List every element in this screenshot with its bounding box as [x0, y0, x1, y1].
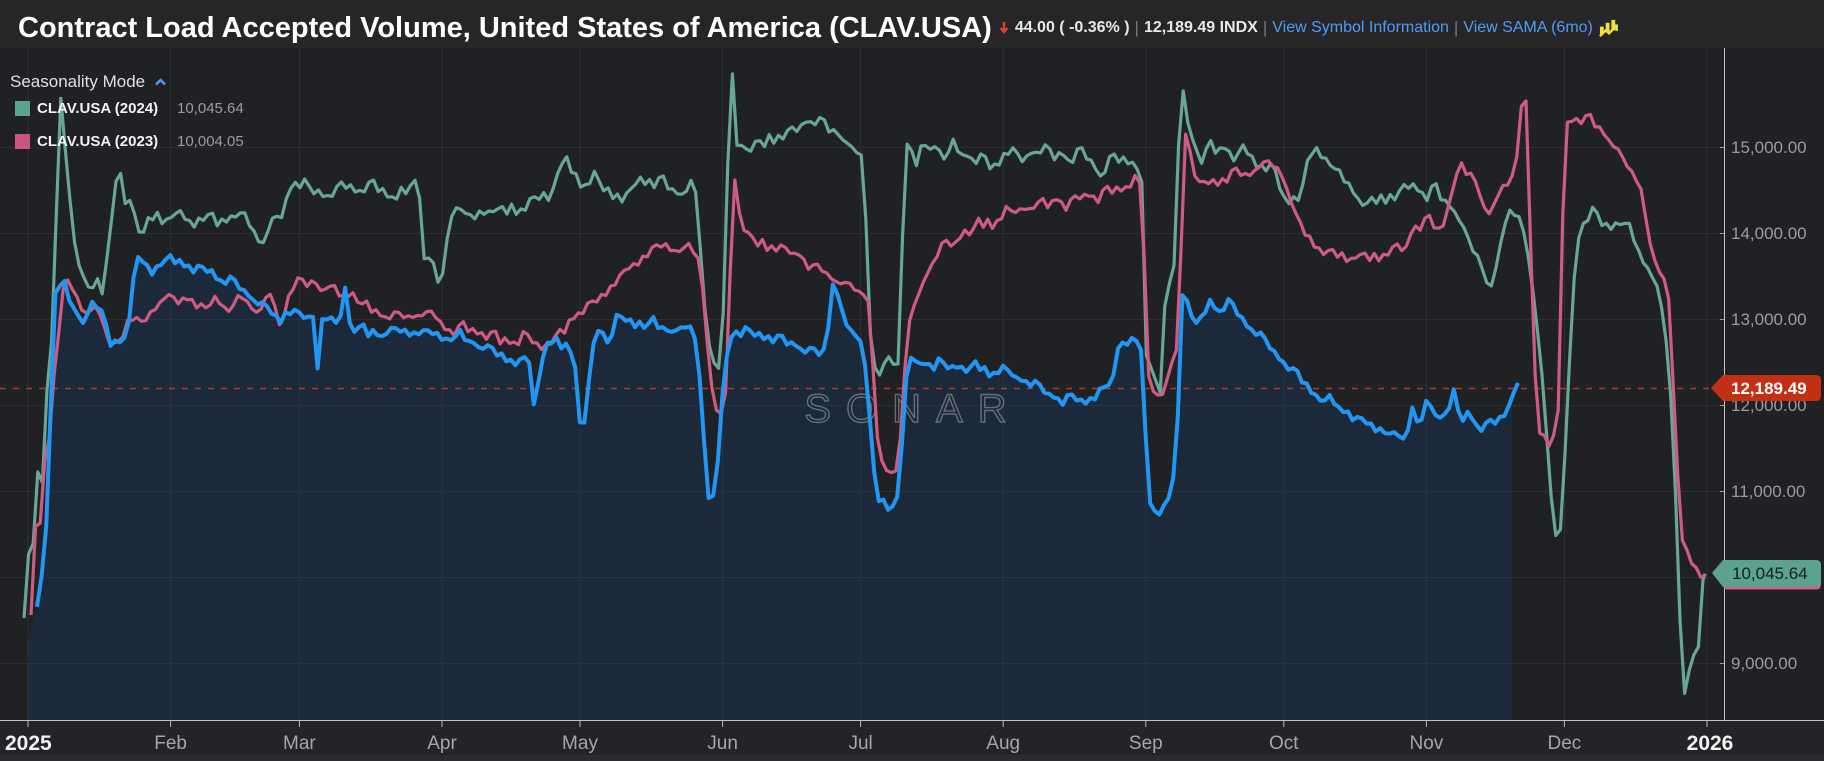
svg-text:Jul: Jul	[848, 733, 872, 754]
svg-text:2026: 2026	[1687, 732, 1734, 755]
svg-text:9,000.00: 9,000.00	[1731, 654, 1797, 673]
svg-text:Feb: Feb	[154, 733, 187, 754]
svg-text:Jun: Jun	[707, 733, 738, 754]
svg-text:May: May	[562, 733, 598, 754]
svg-text:10,045.64: 10,045.64	[1732, 564, 1808, 583]
svg-text:15,000.00: 15,000.00	[1731, 138, 1807, 157]
svg-text:Dec: Dec	[1548, 733, 1582, 754]
svg-text:SONAR: SONAR	[804, 387, 1021, 431]
svg-text:13,000.00: 13,000.00	[1731, 310, 1807, 329]
svg-text:11,000.00: 11,000.00	[1731, 482, 1805, 501]
svg-text:Oct: Oct	[1269, 733, 1299, 754]
svg-text:Nov: Nov	[1410, 733, 1444, 754]
svg-text:2025: 2025	[5, 732, 52, 755]
svg-text:12,189.49: 12,189.49	[1731, 379, 1807, 398]
svg-text:Aug: Aug	[986, 733, 1020, 754]
svg-text:Apr: Apr	[427, 733, 457, 754]
svg-text:Sep: Sep	[1129, 733, 1163, 754]
svg-text:Mar: Mar	[283, 733, 316, 754]
svg-text:14,000.00: 14,000.00	[1731, 224, 1807, 243]
